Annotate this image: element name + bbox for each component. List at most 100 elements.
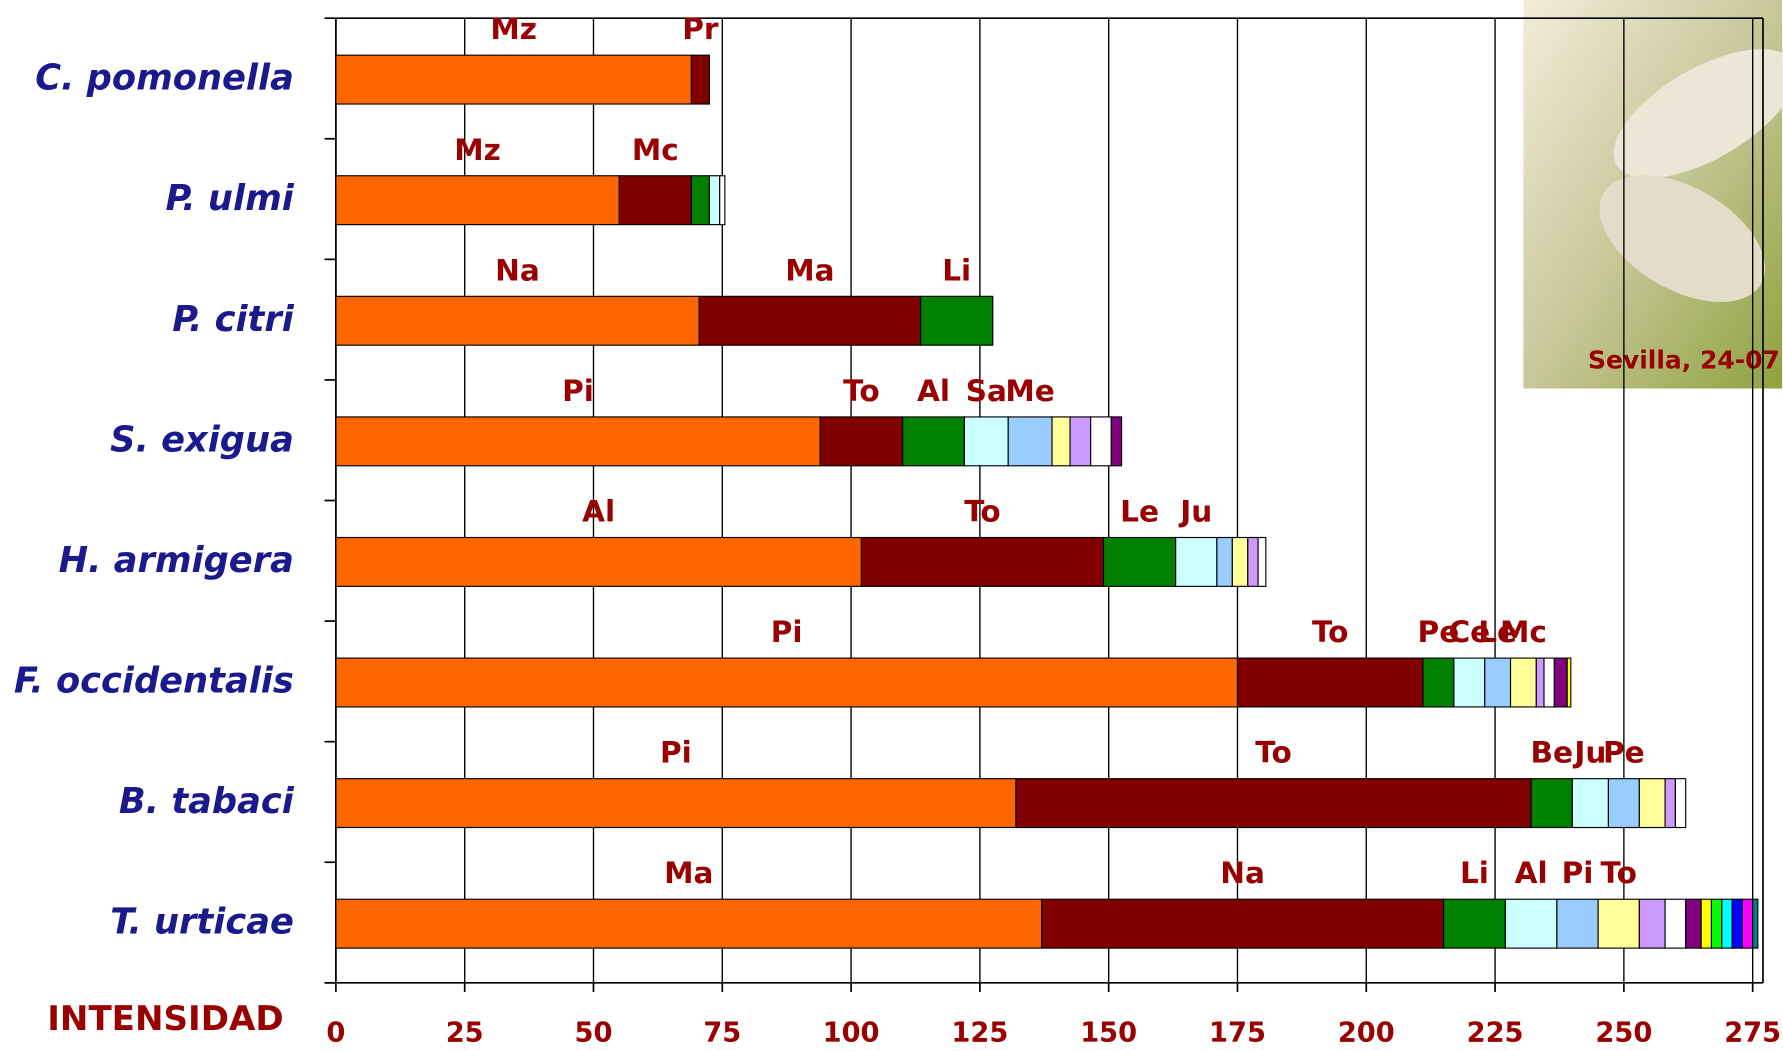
- bar-segment: [1597, 898, 1640, 949]
- category-label: H. armigera: [59, 540, 294, 581]
- bar-segment: [1607, 778, 1640, 829]
- segment-label: Pi: [660, 736, 692, 770]
- segment-label: Ju: [1572, 736, 1606, 770]
- segment-label: Ju: [1178, 495, 1212, 529]
- x-tick-label: 225: [1467, 1017, 1524, 1048]
- bar-segment: [1638, 778, 1666, 829]
- bar-segment: [1102, 536, 1177, 587]
- x-tick-label: 25: [446, 1017, 484, 1048]
- x-tick-label: 75: [703, 1017, 741, 1048]
- bar-segment: [1453, 657, 1486, 708]
- category-label: F. occidentalis: [14, 661, 294, 702]
- segment-label: Li: [942, 253, 971, 287]
- bar-segment: [1051, 416, 1071, 467]
- bar-segment: [1566, 657, 1572, 708]
- category-label: T. urticae: [110, 902, 294, 943]
- bar-segment: [335, 898, 1043, 949]
- bar-segment: [1543, 657, 1555, 708]
- segment-label: Pi: [1562, 856, 1594, 890]
- bar-segment: [1257, 536, 1267, 587]
- segment-label: Me: [1005, 374, 1054, 408]
- bar-segment: [1721, 898, 1733, 949]
- category-label: P. citri: [172, 299, 295, 340]
- photo: Sevilla, 24-07: [1523, 0, 1783, 389]
- x-tick-label: 100: [823, 1017, 880, 1048]
- bar-segment: [1674, 778, 1687, 829]
- bar-segment: [1710, 898, 1723, 949]
- category-label: C. pomonella: [35, 58, 294, 99]
- segment-label: Al: [917, 374, 950, 408]
- bar-segment: [335, 778, 1017, 829]
- segment-label: Mc: [1500, 615, 1547, 649]
- bar-segment: [1090, 416, 1112, 467]
- bar-segment: [1556, 898, 1599, 949]
- x-tick-label: 175: [1209, 1017, 1266, 1048]
- segment-label: Sa: [966, 374, 1007, 408]
- segment-label: Le: [1120, 495, 1159, 529]
- bar-segment: [860, 536, 1105, 587]
- category-label: P. ulmi: [166, 178, 295, 219]
- segment-label: Le: [1478, 615, 1517, 649]
- segment-label: Mz: [454, 133, 501, 167]
- bar-segment: [1231, 536, 1249, 587]
- x-tick-label: 200: [1338, 1017, 1395, 1048]
- bar-segment: [1484, 657, 1512, 708]
- bar-segment: [1664, 778, 1676, 829]
- bar-segment: [819, 416, 904, 467]
- segment-label: Pi: [771, 615, 803, 649]
- bar-segment: [1007, 416, 1053, 467]
- segment-label: To: [1312, 615, 1349, 649]
- segment-label: Mc: [632, 133, 679, 167]
- x-tick-label: 275: [1724, 1017, 1781, 1048]
- segment-label: Be: [1530, 736, 1573, 770]
- segment-label: Li: [1460, 856, 1489, 890]
- bar-segment: [690, 175, 710, 226]
- x-tick-label: 50: [575, 1017, 613, 1048]
- bar-segment: [902, 416, 965, 467]
- bar-segment: [1553, 657, 1568, 708]
- segment-label: Na: [495, 253, 540, 287]
- bar-segment: [1216, 536, 1233, 587]
- bar-segment: [1731, 898, 1743, 949]
- segment-label: To: [1255, 736, 1292, 770]
- category-label: B. tabaci: [119, 781, 295, 822]
- segment-label: Mz: [490, 12, 537, 46]
- bar-segment: [335, 657, 1239, 708]
- segment-label: Pi: [562, 374, 594, 408]
- segment-label: To: [843, 374, 880, 408]
- bar-segment: [1422, 657, 1455, 708]
- bar-segment: [1700, 898, 1713, 949]
- bar-segment: [1015, 778, 1532, 829]
- bar-segment: [698, 295, 922, 346]
- annotation: Sevilla, 24-07: [1588, 345, 1780, 374]
- bar-segment: [1685, 898, 1702, 949]
- segment-label: To: [964, 495, 1001, 529]
- segment-label: Na: [1220, 856, 1265, 890]
- bar-segment: [335, 175, 620, 226]
- x-tick-label: 125: [951, 1017, 1008, 1048]
- segment-label: Ce: [1448, 615, 1490, 649]
- bar-segment: [690, 54, 710, 105]
- x-axis-label: INTENSIDAD: [47, 999, 283, 1039]
- bar-segment: [335, 295, 700, 346]
- x-tick-label: 0: [326, 1017, 345, 1048]
- bar-segment: [1110, 416, 1123, 467]
- bar-segment: [335, 536, 862, 587]
- segment-label: Ma: [664, 856, 713, 890]
- segment-label: Ma: [785, 253, 834, 287]
- bar-segment: [1247, 536, 1259, 587]
- segment-label: Pe: [1603, 736, 1645, 770]
- bar-segment: [963, 416, 1009, 467]
- bar-segment: [1535, 657, 1545, 708]
- x-tick-label: 150: [1080, 1017, 1137, 1048]
- segment-label: To: [1600, 856, 1637, 890]
- bar-segment: [1638, 898, 1666, 949]
- bar-segment: [1041, 898, 1445, 949]
- bar-segment: [1236, 657, 1424, 708]
- category-label: S. exigua: [110, 419, 294, 460]
- segment-label: Pr: [682, 12, 719, 46]
- bar-segment: [708, 175, 721, 226]
- bar-segment: [1504, 898, 1558, 949]
- bar-segment: [1509, 657, 1537, 708]
- segment-label: Al: [582, 495, 615, 529]
